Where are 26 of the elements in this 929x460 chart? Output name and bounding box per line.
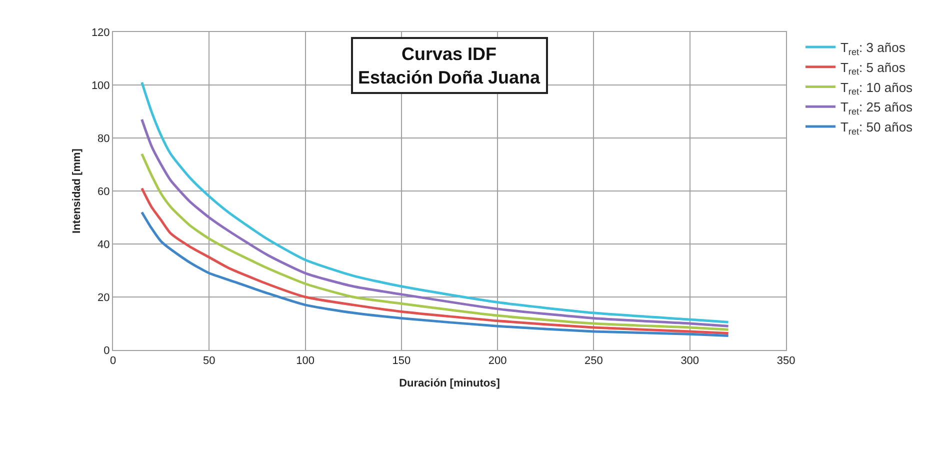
- x-tick-label: 200: [488, 355, 507, 368]
- line-series: [140, 187, 730, 335]
- x-tick-label: 350: [776, 355, 796, 368]
- x-tick-label: 100: [296, 355, 314, 368]
- line-series: [140, 118, 730, 328]
- legend-label: T$_{ret}$: 10 años: [840, 80, 914, 97]
- y-tick-label: 60: [98, 186, 110, 198]
- y-tick-label: 100: [91, 80, 110, 92]
- x-axis-title: Duración [minutos]: [399, 377, 500, 390]
- y-tick-label: 80: [98, 132, 110, 145]
- text: Curvas IDF Estación Doña Juana: [358, 44, 542, 88]
- y-tick-label: 0: [104, 344, 110, 357]
- legend-label: T$_{ret}$: 25 años: [840, 100, 914, 116]
- legend-label: T$_{ret}$: 3 años: [840, 40, 906, 57]
- legend-label: T$_{ret}$: 50 años: [840, 120, 914, 136]
- line-series: [140, 210, 730, 337]
- x-tick-label: 50: [203, 355, 216, 368]
- y-tick-label: 120: [91, 26, 110, 39]
- line-series: [140, 152, 730, 331]
- y-tick-label: 20: [98, 292, 110, 304]
- y-tick-label: 40: [98, 238, 110, 251]
- legend-label: T$_{ret}$: 5 años: [840, 60, 906, 77]
- x-tick-label: 150: [392, 355, 411, 368]
- x-tick-label: 300: [680, 355, 700, 368]
- x-tick-label: 250: [584, 355, 603, 368]
- y-axis-title: Intensidad [mm]: [71, 148, 84, 234]
